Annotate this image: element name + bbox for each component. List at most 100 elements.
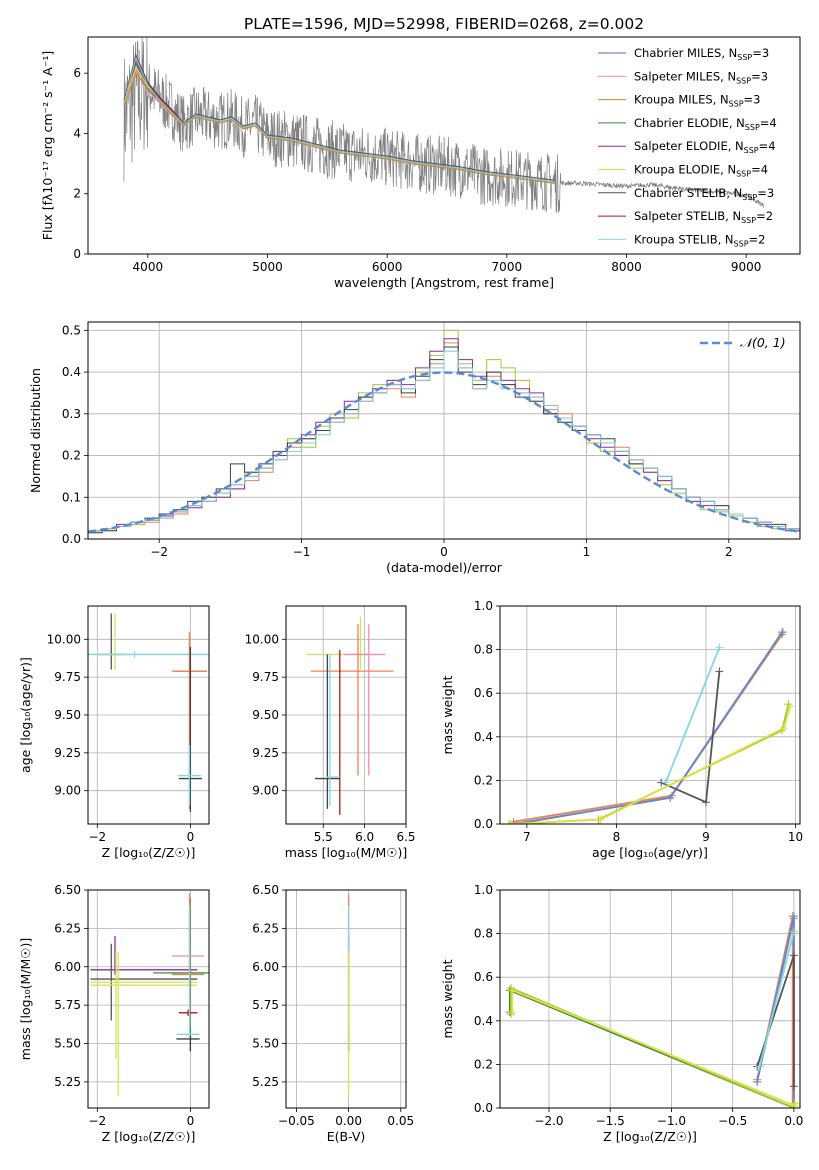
y-tick-label: 0.6 bbox=[474, 970, 493, 984]
y-tick-label: 0.3 bbox=[62, 407, 81, 421]
x-tick-label: 0 bbox=[440, 545, 448, 559]
plot-area bbox=[504, 628, 795, 824]
histogram-step bbox=[88, 350, 800, 539]
weight-marker bbox=[789, 951, 798, 960]
legend-label-sub: SSP bbox=[742, 193, 757, 202]
y-tick-label: 9.00 bbox=[252, 784, 279, 798]
weight-marker bbox=[506, 820, 515, 824]
weight-marker bbox=[701, 798, 710, 807]
legend-label-end: =3 bbox=[751, 69, 768, 83]
y-tick-label: 9.75 bbox=[252, 670, 279, 684]
y-tick-label: 5.75 bbox=[54, 998, 81, 1012]
x-tick-label: 6.5 bbox=[396, 830, 415, 844]
x-tick-label: 7 bbox=[523, 830, 531, 844]
y-tick-label: 10.00 bbox=[47, 632, 81, 646]
plot-area bbox=[306, 616, 394, 815]
x-tick-label: −0.05 bbox=[278, 1114, 315, 1128]
x-tick-label: −1.5 bbox=[596, 1114, 625, 1128]
y-tick-label: 5.50 bbox=[252, 1037, 279, 1051]
weight-marker bbox=[779, 724, 788, 733]
x-tick-label: 7000 bbox=[492, 260, 523, 274]
panel-mass_weight_vs_Z: −2.0 −1.5 −1.0 −0.5 0.0 0.0 0.2 0.4 0.6 0.8 1.0 Z [… bbox=[440, 883, 803, 1144]
y-tick-label: 0.1 bbox=[62, 490, 81, 504]
y-tick-label: 6.50 bbox=[252, 883, 279, 897]
legend-label-sub: SSP bbox=[736, 76, 751, 85]
y-tick-label: 6.25 bbox=[252, 921, 279, 935]
x-tick-label: −0.5 bbox=[718, 1114, 747, 1128]
model-spectrum bbox=[123, 53, 555, 181]
plot-area bbox=[505, 912, 800, 1108]
weight-marker bbox=[789, 912, 798, 921]
weight-line bbox=[758, 931, 795, 1067]
legend-label-sub: SSP bbox=[736, 170, 751, 179]
y-tick-label: 9.25 bbox=[54, 746, 81, 760]
y-tick-label: 0.5 bbox=[62, 323, 81, 337]
legend-label-sub: SSP bbox=[734, 239, 749, 248]
legend-label: Kroupa ELODIE, NSSP=4 bbox=[634, 163, 768, 179]
y-tick-label: 4 bbox=[73, 126, 81, 140]
legend-label-end: =4 bbox=[751, 163, 768, 177]
y-axis-label: mass weight bbox=[440, 675, 455, 754]
weight-marker bbox=[789, 927, 798, 936]
legend-label-end: =3 bbox=[752, 46, 769, 60]
legend-label-sub: SSP bbox=[745, 123, 760, 132]
panel-mass_vs_Z: −2 0 5.25 5.50 5.75 6.00 6.25 6.50 Z [log₁₀(Z/Z☉… bbox=[18, 883, 210, 1144]
x-axis-label: Z [log₁₀(Z/Z☉)] bbox=[102, 1129, 196, 1144]
x-tick-label: 0 bbox=[187, 1114, 195, 1128]
y-axis-label: mass weight bbox=[440, 959, 455, 1038]
plot-area bbox=[90, 893, 209, 1096]
y-tick-label: 6 bbox=[73, 66, 81, 80]
x-tick-label: −2 bbox=[150, 545, 168, 559]
y-tick-label: 6.50 bbox=[54, 883, 81, 897]
y-tick-label: 0.8 bbox=[474, 927, 493, 941]
y-tick-label: 5.75 bbox=[252, 998, 279, 1012]
weight-line bbox=[513, 631, 784, 823]
figure-title: PLATE=1596, MJD=52998, FIBERID=0268, z=0… bbox=[244, 15, 644, 33]
y-tick-label: 6.00 bbox=[54, 960, 81, 974]
legend-label-main: Chabrier ELODIE, N bbox=[634, 116, 745, 130]
y-tick-label: 9.25 bbox=[252, 746, 279, 760]
weight-marker bbox=[596, 815, 605, 824]
legend-label: Salpeter ELODIE, NSSP=4 bbox=[634, 139, 776, 155]
y-tick-label: 9.50 bbox=[54, 708, 81, 722]
legend-label-end: =4 bbox=[760, 116, 777, 130]
x-tick-label: 4000 bbox=[133, 260, 164, 274]
x-tick-label: −1.0 bbox=[657, 1114, 686, 1128]
panel-age_vs_mass: 5.5 6.0 6.5 9.00 9.25 9.50 9.75 10.00 mass [log₁… bbox=[245, 605, 416, 860]
y-tick-label: 0.2 bbox=[62, 449, 81, 463]
legend-label-main: Salpeter MILES, N bbox=[634, 69, 736, 83]
plot-area bbox=[88, 613, 209, 812]
observed-spectrum bbox=[123, 37, 765, 213]
weight-marker bbox=[661, 778, 670, 787]
x-axis-label: Z [log₁₀(Z/Z☉)] bbox=[102, 845, 196, 860]
x-axis-label: mass [log₁₀(M/M☉)] bbox=[285, 845, 407, 860]
legend-label: Chabrier MILES, NSSP=3 bbox=[634, 46, 769, 62]
model-spectrum bbox=[123, 72, 555, 184]
panel-mass_weight_vs_age: 7 8 9 10 0.0 0.2 0.4 0.6 0.8 1.0 age [log₁₀(age/yr… bbox=[440, 599, 803, 860]
y-tick-label: 2 bbox=[73, 187, 81, 201]
x-tick-label: 2 bbox=[725, 545, 733, 559]
panel-mass_vs_ebv: −0.05 0.00 0.05 5.25 5.50 5.75 6.00 6.25 6.50 E(B… bbox=[252, 883, 414, 1144]
legend-label-main: Kroupa STELIB, N bbox=[634, 232, 734, 246]
weight-line bbox=[510, 706, 791, 824]
x-tick-label: −1 bbox=[293, 545, 311, 559]
x-tick-label: 9 bbox=[702, 830, 710, 844]
y-tick-label: 0.4 bbox=[474, 730, 493, 744]
x-axis-label: age [log₁₀(age/yr)] bbox=[592, 845, 708, 860]
weight-marker bbox=[508, 1008, 517, 1017]
legend-label-sub: SSP bbox=[729, 100, 744, 109]
weight-marker bbox=[789, 1082, 798, 1091]
y-tick-label: 0.4 bbox=[62, 365, 81, 379]
y-tick-label: 5.50 bbox=[54, 1037, 81, 1051]
x-tick-label: −2 bbox=[88, 1114, 106, 1128]
legend-label: Kroupa STELIB, NSSP=2 bbox=[634, 232, 765, 248]
legend-label-sub: SSP bbox=[744, 146, 759, 155]
weight-marker bbox=[715, 667, 724, 676]
legend-label-main: Kroupa ELODIE, N bbox=[634, 163, 736, 177]
y-tick-label: 1.0 bbox=[474, 883, 493, 897]
x-tick-label: 0.0 bbox=[784, 1114, 803, 1128]
x-tick-label: 1 bbox=[583, 545, 591, 559]
